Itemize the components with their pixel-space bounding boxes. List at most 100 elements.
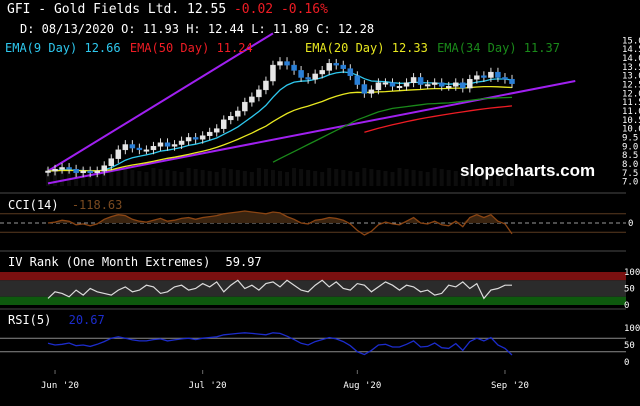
candle-body xyxy=(277,61,283,66)
price-tick-label: 14.5 xyxy=(622,45,640,55)
candle-body xyxy=(333,63,339,66)
candle-body xyxy=(460,82,466,89)
volume-bar xyxy=(404,169,409,186)
cci-tick-label: 0 xyxy=(628,219,633,229)
candle-body xyxy=(305,77,311,80)
volume-bar xyxy=(165,170,170,186)
iv-rank-panel: 100 50 0 xyxy=(0,268,640,311)
candle-body xyxy=(495,71,501,78)
cci-label: CCI(14) -118.63 xyxy=(8,198,122,212)
ohlc-readout: D: 08/13/2020 O: 11.93 H: 12.44 L: 11.89… xyxy=(20,22,374,36)
ema9-legend-value: 12.66 xyxy=(84,41,121,55)
volume-bar xyxy=(242,171,247,186)
x-tick-label: Aug '20 xyxy=(343,381,381,391)
candle-body xyxy=(298,70,304,78)
iv-tick-label: 100 xyxy=(624,268,640,278)
volume-bar xyxy=(397,168,402,186)
price-tick-label: 10.0 xyxy=(622,125,640,135)
volume-bar xyxy=(334,169,339,186)
volume-bar xyxy=(411,170,416,186)
candle-body xyxy=(509,78,515,84)
rsi-tick-label: 50 xyxy=(624,341,635,351)
volume-bar xyxy=(158,169,163,186)
ema34-legend-name: EMA(34 Day) xyxy=(437,41,517,55)
candle-body xyxy=(256,89,262,98)
ohlc-open: O: 11.93 xyxy=(121,22,179,36)
volume-bar xyxy=(214,172,219,186)
candle-body xyxy=(192,137,199,140)
volume-bar xyxy=(432,168,437,186)
x-axis: Jun '20 Jul '20 Aug '20 Sep '20 xyxy=(41,370,529,391)
candle-body xyxy=(403,82,410,87)
rsi-line xyxy=(47,332,513,356)
candle-body xyxy=(66,167,72,170)
volume-bar xyxy=(249,172,254,186)
ohlc-low: L: 11.89 xyxy=(251,22,310,36)
candle-body xyxy=(73,168,79,174)
volume-bar xyxy=(376,170,381,186)
price-tick-label: 12.0 xyxy=(622,89,640,99)
volume-bar xyxy=(74,172,79,186)
volume-bar xyxy=(193,169,198,186)
volume-bar xyxy=(53,169,58,186)
price-tick-label: 7.5 xyxy=(622,169,638,179)
ohlc-high: H: 12.44 xyxy=(186,22,244,36)
volume-bar xyxy=(474,169,479,186)
candle-body xyxy=(291,64,297,71)
candle-body xyxy=(326,63,332,71)
candle-body xyxy=(424,84,431,87)
volume-bar xyxy=(116,168,121,186)
price-tick-label: 12.5 xyxy=(622,81,640,91)
rsi-title: RSI(5) xyxy=(8,313,52,327)
volume-bar xyxy=(228,169,233,186)
candle-body xyxy=(382,82,389,85)
x-tick-label: Jul '20 xyxy=(189,381,227,391)
ema-legend-2: EMA(20 Day) 12.33 EMA(34 Day) 11.37 xyxy=(305,41,560,55)
volume-bar xyxy=(495,172,500,186)
volume-bar xyxy=(186,168,191,186)
volume-bar xyxy=(510,169,514,186)
volume-bar xyxy=(235,170,240,186)
volume-bar xyxy=(88,169,93,186)
volume-bar xyxy=(348,171,353,186)
candle-body xyxy=(242,101,248,112)
rsi-value: 20.67 xyxy=(68,313,105,327)
candle-body xyxy=(319,70,325,75)
candle-body xyxy=(94,170,100,174)
ema20-legend-name: EMA(20 Day) xyxy=(305,41,385,55)
rsi-panel: 100 50 0 xyxy=(0,324,640,368)
iv-tick-label: 50 xyxy=(624,285,635,295)
candle-body xyxy=(213,128,220,133)
iv-label: IV Rank (One Month Extremes) 59.97 xyxy=(8,255,262,269)
candle-body xyxy=(453,82,459,87)
volume-bar xyxy=(362,168,367,186)
candle-body xyxy=(270,64,276,82)
iv-tick-label: 0 xyxy=(624,301,629,311)
volume-bar xyxy=(481,170,486,186)
ema20-legend-value: 12.33 xyxy=(391,41,428,55)
ohlc-close: C: 12.28 xyxy=(316,22,375,36)
volume-bar xyxy=(341,170,346,186)
price-panel: 15.014.514.013.513.012.512.011.511.010.5… xyxy=(0,32,640,194)
price-change-pct: -0.16% xyxy=(280,2,328,17)
price-tick-label: 14.0 xyxy=(622,54,640,64)
candle-body xyxy=(108,158,115,166)
candle-body xyxy=(417,77,424,85)
ema34-legend: EMA(34 Day) 11.37 xyxy=(437,41,560,55)
price-change: -0.02 xyxy=(233,2,274,17)
candle-body xyxy=(80,170,86,174)
price-tick-label: 11.5 xyxy=(622,98,640,108)
ema-line-ema-34-day- xyxy=(272,96,513,163)
candle-body xyxy=(115,149,122,159)
ohlc-date: D: 08/13/2020 xyxy=(20,22,114,36)
volume-bar xyxy=(369,169,374,186)
candle-body xyxy=(389,82,396,87)
candle-body xyxy=(157,142,164,147)
candle-body xyxy=(474,75,480,80)
volume-bar xyxy=(285,172,290,186)
ema50-legend-name: EMA(50 Day) xyxy=(129,41,210,55)
volume-bar xyxy=(172,171,177,186)
iv-value: 59.97 xyxy=(225,255,262,269)
candle-body xyxy=(178,140,185,145)
candle-body xyxy=(375,82,382,91)
